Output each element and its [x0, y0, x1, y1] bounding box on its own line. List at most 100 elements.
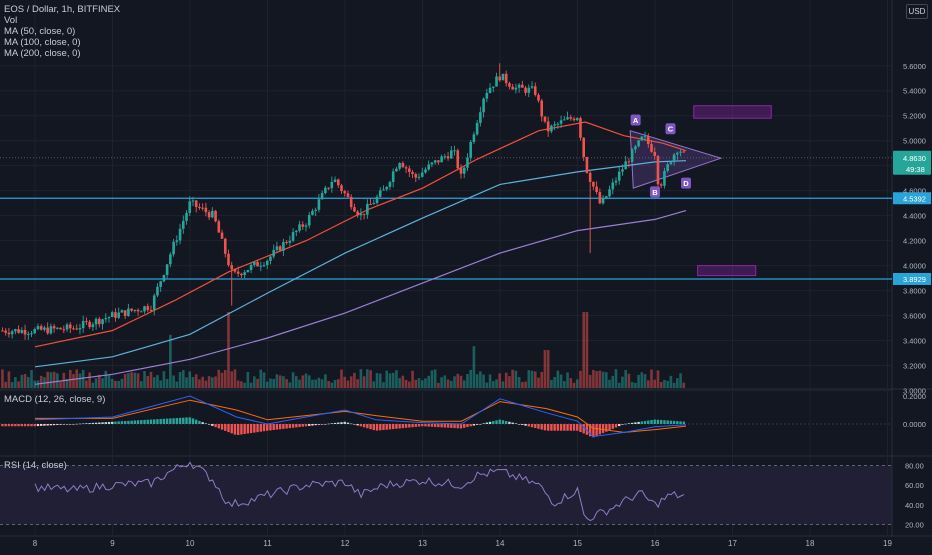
- macd-histogram-bar: [605, 424, 608, 432]
- time-axis-tick: 9: [110, 539, 115, 548]
- macd-histogram-bar: [369, 424, 372, 430]
- candle-body: [236, 271, 240, 274]
- candle-body: [272, 249, 275, 257]
- ma50-legend[interactable]: MA (50, close, 0): [4, 26, 76, 37]
- macd-histogram-bar: [101, 422, 104, 424]
- macd-histogram-bar: [233, 424, 237, 435]
- volume-bar: [617, 382, 621, 388]
- volume-bar: [211, 377, 214, 388]
- target-zone-rectangle[interactable]: [697, 265, 757, 277]
- volume-bar: [230, 371, 234, 388]
- currency-button[interactable]: USD: [906, 4, 928, 19]
- macd-histogram-bar: [440, 424, 443, 428]
- candle-body: [372, 203, 376, 205]
- volume-bar: [482, 374, 485, 388]
- symbol-title[interactable]: EOS / Dollar, 1h, BITFINEX: [4, 4, 121, 15]
- candle-body: [20, 330, 24, 333]
- candle-body: [679, 151, 682, 153]
- candle-body: [152, 295, 156, 310]
- candle-body: [298, 224, 301, 231]
- macd-histogram-bar: [114, 421, 117, 424]
- macd-histogram-bar: [459, 424, 463, 429]
- macd-histogram-bar: [272, 424, 275, 431]
- volume-bar: [68, 369, 72, 388]
- volume-bar: [669, 375, 673, 388]
- macd-histogram-bar: [534, 424, 537, 429]
- candle-body: [359, 213, 363, 216]
- volume-bar: [201, 376, 204, 388]
- macd-histogram-bar: [643, 420, 647, 424]
- volume-bar: [317, 377, 321, 388]
- candle-body: [514, 87, 518, 90]
- candle-body: [588, 172, 592, 182]
- volume-bar: [156, 375, 159, 388]
- price-axis-tick: 4.2000: [903, 237, 926, 246]
- price-axis-tick: 5.2000: [903, 112, 926, 121]
- macd-histogram-bar: [566, 424, 569, 431]
- pattern-label-badge: [630, 114, 641, 126]
- candle-body: [605, 196, 608, 199]
- macd-histogram-bar: [301, 424, 304, 427]
- candle-body: [646, 136, 650, 145]
- macd-histogram-bar: [546, 424, 550, 431]
- candle-body: [320, 193, 324, 200]
- volume-bar: [301, 375, 305, 388]
- target-zone-rectangle[interactable]: [693, 105, 772, 119]
- pattern-label-badge: [650, 186, 660, 198]
- volume-bar: [10, 382, 14, 388]
- macd-histogram-bar: [469, 424, 472, 427]
- candle-body: [398, 163, 401, 169]
- macd-histogram-bar: [330, 423, 334, 424]
- volume-bar: [278, 375, 282, 388]
- volume-bar: [659, 382, 663, 388]
- volume-bar: [26, 376, 30, 388]
- volume-bar: [524, 381, 527, 388]
- macd-histogram-bar: [430, 424, 434, 427]
- volume-bar: [117, 381, 120, 388]
- volume-bar: [527, 370, 531, 388]
- macd-histogram-bar: [169, 418, 172, 424]
- volume-bar: [508, 376, 511, 388]
- volume-legend[interactable]: Vol: [4, 15, 18, 26]
- rsi-title[interactable]: RSI (14, close): [4, 460, 67, 471]
- candle-body: [133, 309, 137, 311]
- volume-bar: [388, 373, 392, 388]
- candle-body: [275, 246, 279, 250]
- volume-bar: [311, 379, 314, 388]
- volume-bar: [217, 369, 221, 388]
- candle-body: [672, 154, 676, 163]
- candle-body: [598, 192, 602, 204]
- ma100-legend[interactable]: MA (100, close, 0): [4, 37, 81, 48]
- volume-bars: [1, 312, 686, 388]
- volume-bar: [65, 379, 69, 388]
- candle-body: [540, 100, 544, 117]
- volume-bar: [672, 382, 676, 388]
- macd-line: [34, 395, 687, 438]
- candle-body: [643, 136, 647, 138]
- macd-histogram-bar: [75, 423, 78, 425]
- macd-histogram-bar: [508, 421, 511, 424]
- candle-body: [630, 149, 634, 162]
- macd-histogram-bar: [650, 420, 653, 424]
- macd-histogram-bar: [43, 424, 46, 426]
- macd-histogram-bar: [595, 424, 598, 436]
- volume-bar: [630, 381, 634, 388]
- candle-body: [65, 324, 69, 330]
- macd-histogram-bar: [492, 421, 495, 424]
- volume-bar: [346, 380, 350, 388]
- volume-bar: [72, 374, 75, 388]
- candle-body: [4, 330, 7, 333]
- macd-title[interactable]: MACD (12, 26, close, 9): [4, 394, 106, 405]
- macd-histogram-bar: [388, 424, 392, 430]
- macd-histogram-bar: [437, 424, 440, 428]
- macd-histogram-bar: [427, 424, 430, 427]
- ma200-legend[interactable]: MA (200, close, 0): [4, 48, 81, 59]
- volume-bar: [450, 380, 453, 388]
- macd-histogram-bar: [679, 421, 682, 424]
- macd-histogram-bar: [56, 424, 59, 425]
- macd-histogram-bar: [498, 419, 501, 424]
- candle-body: [10, 331, 14, 335]
- volume-bar: [540, 371, 544, 388]
